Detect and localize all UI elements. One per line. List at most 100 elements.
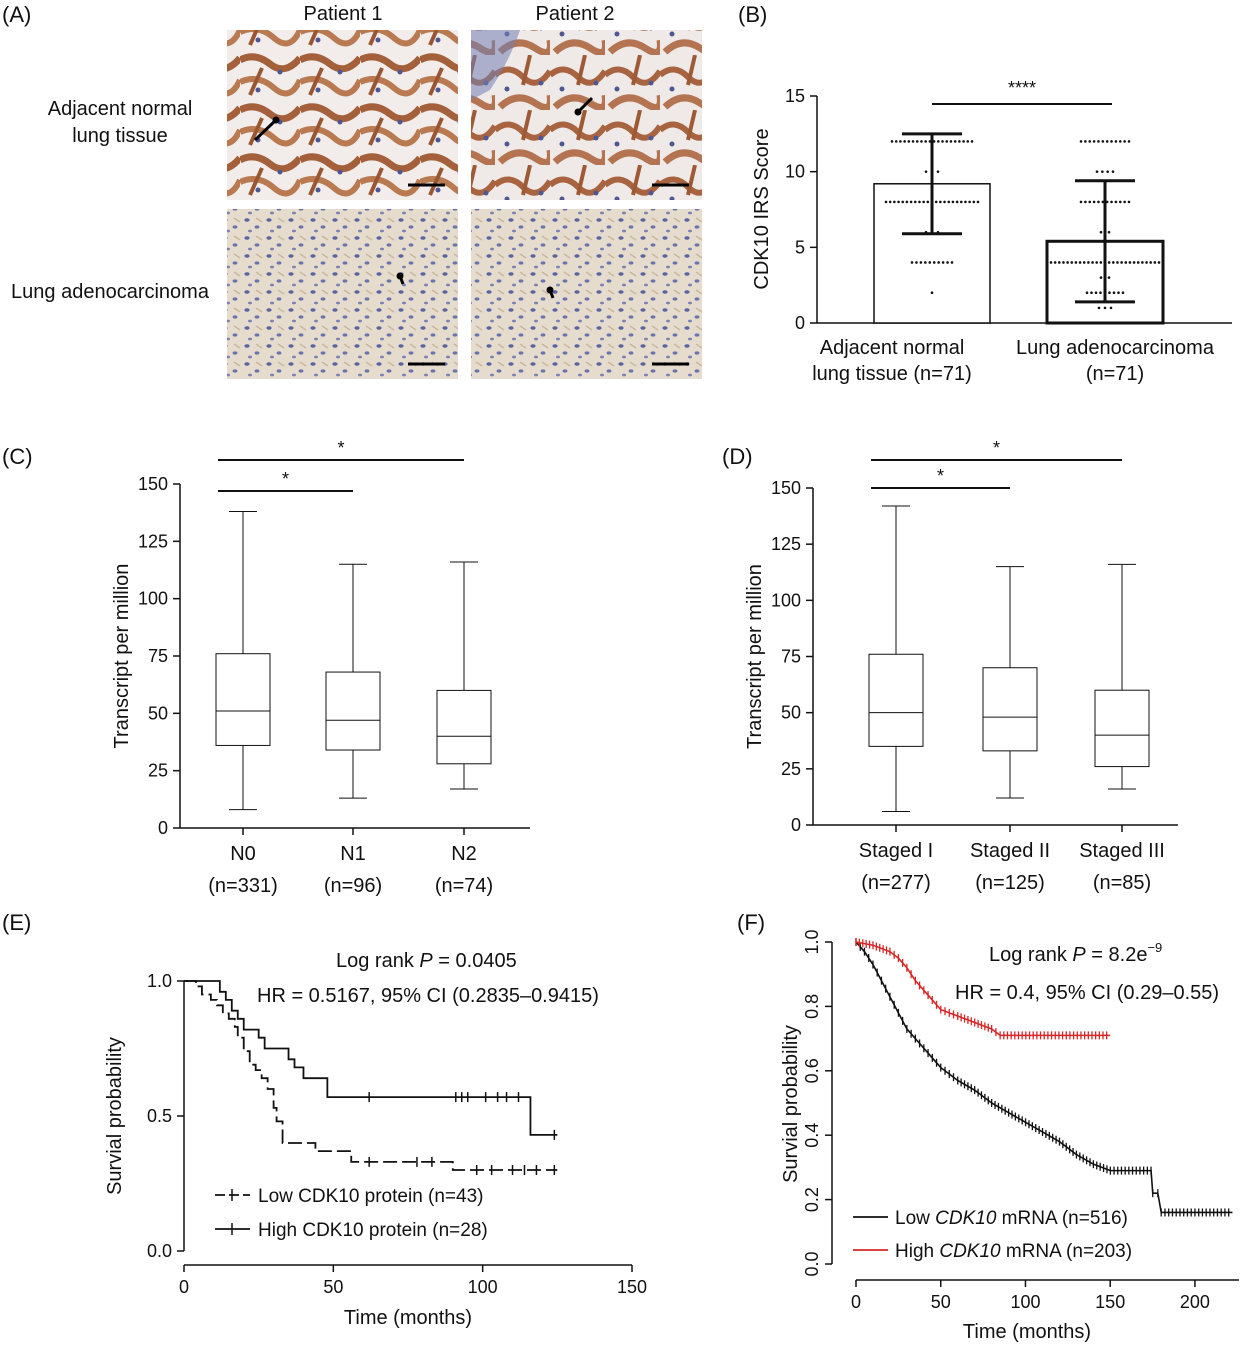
data-point <box>1105 200 1109 204</box>
data-point <box>1127 200 1131 204</box>
category-label: Staged II <box>970 840 1050 862</box>
data-point <box>1084 200 1087 204</box>
data-point <box>893 200 896 204</box>
data-point <box>1092 140 1096 143</box>
data-point <box>890 140 894 143</box>
data-point <box>1123 200 1126 204</box>
y-tick-label: 75 <box>148 646 168 666</box>
data-point <box>1116 261 1119 264</box>
data-point <box>884 200 888 204</box>
legend-label: High CDK10 mRNA (n=203) <box>895 1241 1132 1262</box>
y-axis-label: Survial probability <box>780 1025 802 1183</box>
data-point <box>976 200 980 204</box>
hr-annotation: HR = 0.5167, 95% CI (0.2835–0.9415) <box>257 985 599 1007</box>
box <box>1094 689 1150 768</box>
data-point <box>941 261 945 264</box>
category-label: N1 <box>340 843 366 865</box>
panel-label-f: (F) <box>737 910 765 935</box>
significance-star: * <box>937 466 944 486</box>
ihc-image-normal-patient-2 <box>471 30 702 200</box>
data-point <box>1117 291 1120 295</box>
data-point <box>915 140 919 143</box>
data-point <box>897 200 900 204</box>
data-point <box>901 200 905 204</box>
category-label: Staged I <box>859 840 934 862</box>
data-point <box>936 230 940 234</box>
data-point <box>959 200 963 204</box>
arrow-head-icon <box>272 116 280 124</box>
y-tick-label: 100 <box>771 590 801 610</box>
y-tick-label: 5 <box>795 237 805 257</box>
sample-size-label: (n=125) <box>975 872 1045 894</box>
data-point <box>1095 261 1098 264</box>
data-point <box>918 200 921 204</box>
data-point <box>1157 261 1161 264</box>
data-point <box>1118 200 1122 204</box>
data-point <box>966 140 970 143</box>
hr-annotation: HR = 0.4, 95% CI (0.29–0.55) <box>955 982 1219 1004</box>
data-point <box>1110 140 1113 143</box>
x-tick-label: 0 <box>179 1277 189 1297</box>
y-tick-label: 100 <box>138 589 168 609</box>
data-point <box>1112 261 1115 264</box>
y-axis-label: Transcript per million <box>744 564 766 749</box>
box <box>868 653 924 747</box>
panel-label: (C) <box>2 444 33 469</box>
data-point <box>949 140 953 143</box>
data-point <box>972 200 976 204</box>
y-tick-label: 75 <box>781 647 801 667</box>
y-tick-label: 0 <box>158 818 168 838</box>
data-point <box>1121 291 1125 295</box>
data-point <box>1107 230 1111 234</box>
y-tick-label: 150 <box>771 478 801 498</box>
arrow-icon <box>253 118 278 142</box>
ihc-image-tumor-patient-2 <box>471 209 702 379</box>
data-point <box>1101 200 1105 204</box>
panel-c-box-plot: (C) 0 25 50 75 100 125 150 Transcript per millio… <box>2 438 530 897</box>
arrow-head-icon <box>574 108 582 116</box>
data-point <box>955 200 959 204</box>
data-point <box>1110 200 1113 204</box>
x-tick-label: 150 <box>617 1277 647 1297</box>
legend-label-part: mRNA (n=203) <box>1001 1241 1132 1262</box>
y-tick-label: 0.4 <box>802 1123 822 1148</box>
panel-b-bar-chart: (B) 0 5 10 15 CDK10 IRS Score Adjacent normal l… <box>738 2 1232 385</box>
data-point <box>1103 261 1107 264</box>
panel-label: (D) <box>722 444 753 469</box>
y-tick-label: 0.6 <box>802 1058 822 1083</box>
significance-star: * <box>282 469 289 489</box>
x-tick-label: 0 <box>851 1292 861 1312</box>
data-point <box>924 261 927 264</box>
data-point <box>1127 140 1131 143</box>
logrank-value: = 8.2e <box>1086 944 1148 966</box>
data-point <box>1107 261 1111 264</box>
data-point <box>910 261 914 264</box>
data-point <box>1101 170 1104 173</box>
column-label-patient-2: Patient 2 <box>536 3 615 25</box>
data-point <box>888 200 892 204</box>
y-axis-label: Survial probability <box>104 1037 126 1195</box>
data-point <box>1078 261 1082 264</box>
data-point <box>1092 200 1096 204</box>
data-point <box>941 140 944 143</box>
data-point <box>1145 261 1148 264</box>
data-point <box>947 200 951 204</box>
y-axis-label: CDK10 IRS Score <box>751 128 773 289</box>
y-tick-label: 1.0 <box>147 971 172 991</box>
y-tick-label: 15 <box>785 86 805 106</box>
data-point <box>932 140 936 143</box>
data-point <box>943 200 946 204</box>
data-point <box>930 170 934 173</box>
data-point <box>1097 200 1100 204</box>
data-point <box>1099 261 1103 264</box>
data-point <box>1132 261 1136 264</box>
panel-a-ihc-images: (A) Patient 1 Patient 2 Adjacent normal lung… <box>2 2 702 379</box>
logrank-prefix: Log rank <box>336 950 419 972</box>
box <box>982 667 1038 752</box>
survival-curve <box>184 980 558 1136</box>
category-label: N0 <box>230 843 256 865</box>
sample-size-label: (n=74) <box>435 875 493 897</box>
data-point <box>928 140 932 143</box>
sample-size-label: (n=96) <box>324 875 382 897</box>
